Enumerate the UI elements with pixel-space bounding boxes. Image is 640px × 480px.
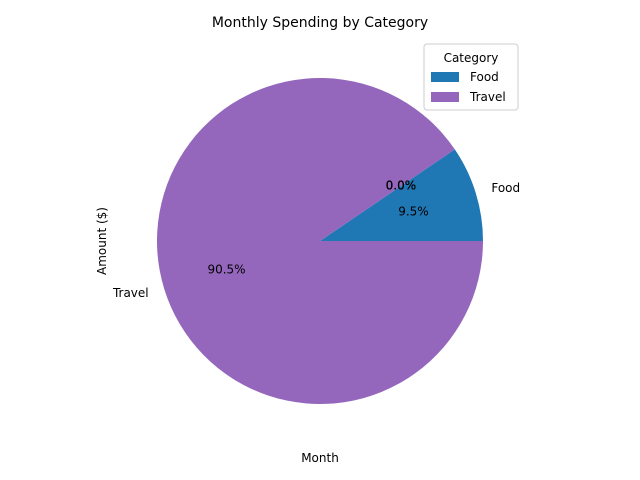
x-axis-label: Month: [301, 451, 339, 465]
legend-entries: Food Travel: [431, 70, 506, 104]
legend-title: Category: [444, 51, 499, 65]
slice-label-travel: Travel: [112, 286, 149, 300]
pie-slice-food: [320, 149, 483, 241]
y-axis-label: Amount ($): [95, 207, 109, 275]
legend-label-food: Food: [470, 70, 499, 84]
slice-label-food: Food: [491, 181, 520, 195]
pie-slices: [156, 77, 483, 404]
legend-swatch-travel: [431, 92, 459, 102]
percent-labels: 9.5%0.0%0.0%0.0%90.5%: [207, 179, 428, 277]
percent-label: 0.0%: [386, 179, 417, 193]
percent-label: 0.0%: [386, 179, 417, 193]
percent-label: 90.5%: [207, 262, 245, 276]
legend-swatch-food: [431, 72, 459, 82]
slice-labels: Food Travel: [112, 181, 520, 300]
percent-label: 9.5%: [398, 205, 429, 219]
chart-title: Monthly Spending by Category: [212, 15, 428, 31]
legend: Category Food Travel: [423, 43, 519, 111]
legend-label-travel: Travel: [469, 90, 506, 104]
percent-label: 0.0%: [386, 179, 417, 193]
pie-slice-travel: [156, 77, 483, 404]
